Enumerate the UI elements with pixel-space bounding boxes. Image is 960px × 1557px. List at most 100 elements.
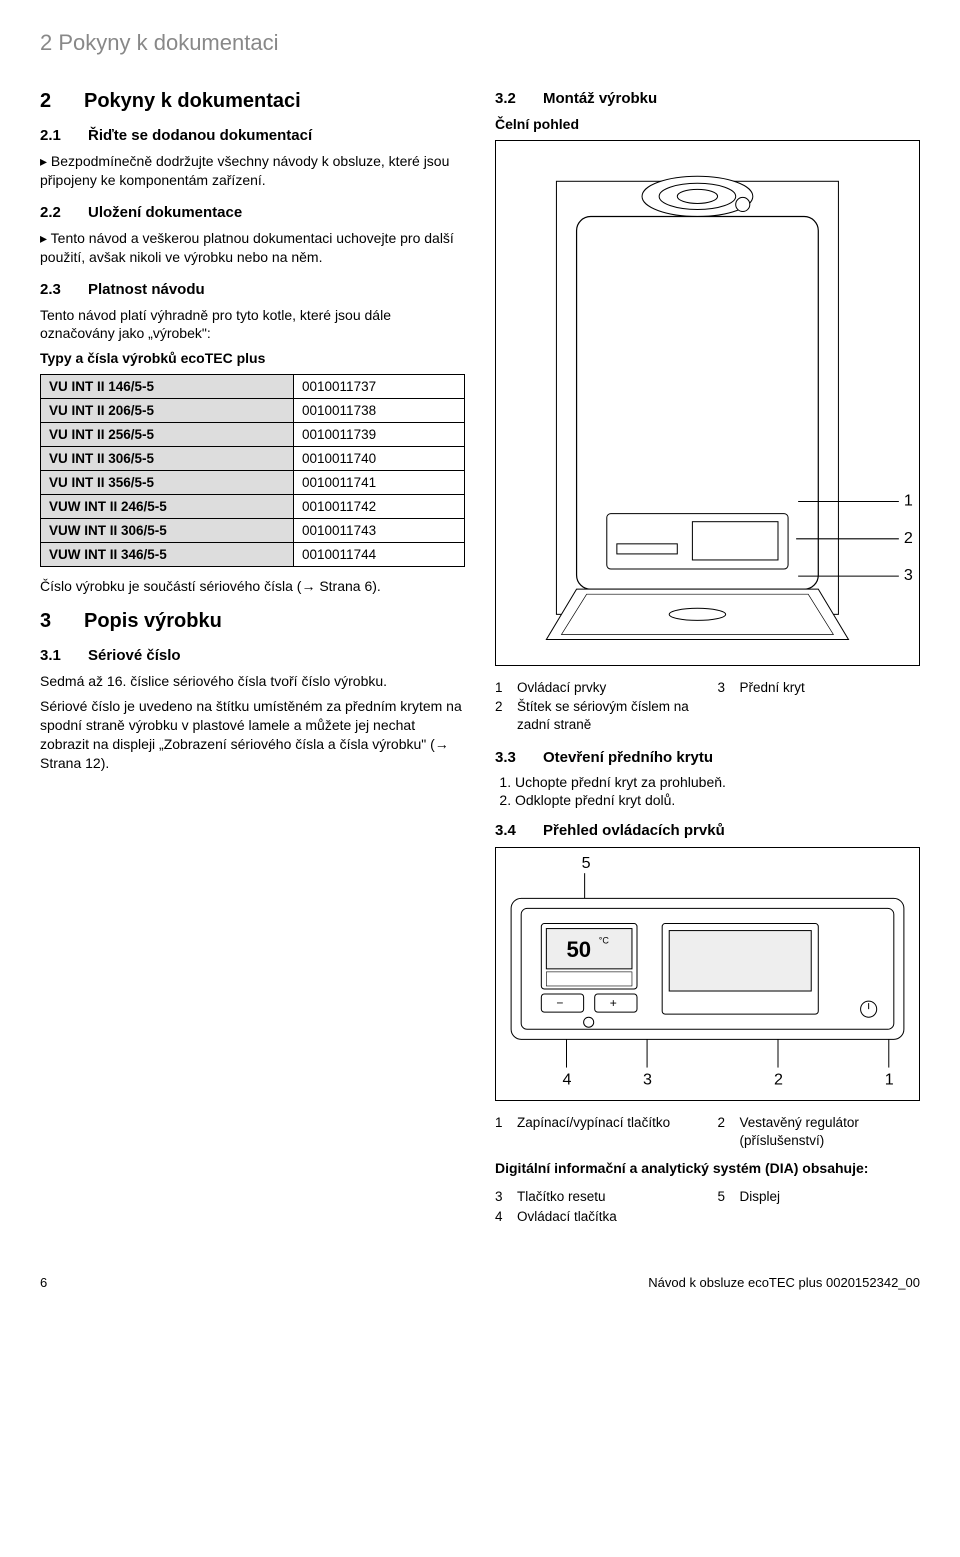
- subsection-title: Uložení dokumentace: [88, 204, 242, 221]
- dia-title: Digitální informační a analytický systém…: [495, 1159, 920, 1178]
- legend-text: Ovládací tlačítka: [517, 1208, 617, 1226]
- subsection-3-2: 3.2 Montáž výrobku: [495, 90, 920, 107]
- table-cell: 0010011737: [294, 375, 465, 399]
- figure1-caption: Čelní pohled: [495, 115, 920, 134]
- subsection-title: Řiďte se dodanou dokumentací: [88, 127, 312, 144]
- table-cell: 0010011738: [294, 399, 465, 423]
- callout-1: 1: [904, 491, 913, 509]
- doc-id: Návod k obsluze ecoTEC plus 0020152342_0…: [648, 1275, 920, 1290]
- subsection-num: 2.2: [40, 204, 70, 221]
- callout-3: 3: [904, 566, 913, 584]
- figure1-legend: 1 Ovládací prvky 2Štítek se sériovým čísl…: [495, 677, 920, 736]
- table-cell: 0010011741: [294, 471, 465, 495]
- para-3-1b: Sériové číslo je uvedeno na štítku umíst…: [40, 697, 465, 773]
- dia-legend: 3 Tlačítko resetu 4 Ovládací tlačítka 5 Dis…: [495, 1186, 920, 1227]
- table-cell: 0010011739: [294, 423, 465, 447]
- subsection-num: 2.3: [40, 281, 70, 298]
- table-row: VUW INT II 306/5-50010011743: [41, 519, 465, 543]
- subsection-title: Sériové číslo: [88, 647, 181, 664]
- list-2-1: Bezpodmínečně dodržujte všechny návody k…: [40, 152, 465, 190]
- table-row: VU INT II 206/5-50010011738: [41, 399, 465, 423]
- section-num: 3: [40, 610, 66, 633]
- left-column: 2 Pokyny k dokumentaci 2.1 Řiďte se doda…: [40, 76, 465, 1235]
- table-cell: VU INT II 206/5-5: [41, 399, 294, 423]
- figure-control-panel: 5 50 °C − +: [495, 847, 920, 1101]
- right-column: 3.2 Montáž výrobku Čelní pohled: [495, 76, 920, 1235]
- subsection-2-1: 2.1 Řiďte se dodanou dokumentací: [40, 127, 465, 144]
- table-cell: VU INT II 306/5-5: [41, 447, 294, 471]
- legend-num: 5: [718, 1188, 732, 1206]
- table-cell: 0010011744: [294, 543, 465, 567]
- subsection-title: Montáž výrobku: [543, 90, 657, 107]
- table-cell: VU INT II 256/5-5: [41, 423, 294, 447]
- step-item: Odklopte přední kryt dolů.: [515, 792, 920, 808]
- list-2-2: Tento návod a veškerou platnou dokumenta…: [40, 229, 465, 267]
- subsection-3-4: 3.4 Přehled ovládacích prvků: [495, 822, 920, 839]
- para-3-1a: Sedmá až 16. číslice sériového čísla tvo…: [40, 672, 465, 691]
- table-row: VUW INT II 246/5-50010011742: [41, 495, 465, 519]
- table-row: VU INT II 306/5-50010011740: [41, 447, 465, 471]
- after-table-note: Číslo výrobku je součástí sériového čísl…: [40, 577, 465, 596]
- callout-5: 5: [582, 854, 591, 872]
- figure-boiler-front: 1 2 3: [495, 140, 920, 666]
- table-cell: 0010011740: [294, 447, 465, 471]
- page-footer: 6 Návod k obsluze ecoTEC plus 0020152342…: [40, 1275, 920, 1290]
- display-unit: °C: [599, 936, 610, 946]
- section-3: 3 Popis výrobku: [40, 610, 465, 633]
- legend-num: 2: [495, 698, 509, 733]
- subsection-title: Přehled ovládacích prvků: [543, 822, 725, 839]
- table-cell: VUW INT II 306/5-5: [41, 519, 294, 543]
- subsection-title: Otevření předního krytu: [543, 749, 713, 766]
- legend-num: 1: [495, 679, 509, 697]
- table-title: Typy a čísla výrobků ecoTEC plus: [40, 349, 465, 368]
- page-number: 6: [40, 1275, 47, 1290]
- page-header: 2 Pokyny k dokumentaci: [40, 30, 920, 56]
- legend-text: Štítek se sériovým číslem na zadní stran…: [517, 698, 698, 733]
- steps-3-3: Uchopte přední kryt za prohlubeň. Odklop…: [495, 774, 920, 808]
- para-2-3: Tento návod platí výhradně pro tyto kotl…: [40, 306, 465, 344]
- subsection-num: 2.1: [40, 127, 70, 144]
- table-cell: 0010011742: [294, 495, 465, 519]
- legend-text: Tlačítko resetu: [517, 1188, 606, 1206]
- table-row: VUW INT II 346/5-50010011744: [41, 543, 465, 567]
- legend-text: Vestavěný regulátor (příslušenství): [740, 1114, 921, 1149]
- legend-text: Zapínací/vypínací tlačítko: [517, 1114, 670, 1132]
- list-item: Bezpodmínečně dodržujte všechny návody k…: [40, 152, 465, 190]
- subsection-num: 3.1: [40, 647, 70, 664]
- legend-num: 3: [495, 1188, 509, 1206]
- section-title: Popis výrobku: [84, 610, 222, 633]
- subsection-num: 3.4: [495, 822, 525, 839]
- callout-4: 4: [562, 1071, 571, 1089]
- figure2-legend: 1 Zapínací/vypínací tlačítko 2Vestavěný r…: [495, 1112, 920, 1151]
- legend-text: Ovládací prvky: [517, 679, 606, 697]
- list-item: Tento návod a veškerou platnou dokumenta…: [40, 229, 465, 267]
- subsection-2-3: 2.3 Platnost návodu: [40, 281, 465, 298]
- product-table: VU INT II 146/5-50010011737VU INT II 206…: [40, 374, 465, 567]
- section-title: Pokyny k dokumentaci: [84, 90, 301, 113]
- subsection-3-1: 3.1 Sériové číslo: [40, 647, 465, 664]
- callout-2: 2: [904, 529, 913, 547]
- table-cell: VUW INT II 346/5-5: [41, 543, 294, 567]
- table-cell: VU INT II 356/5-5: [41, 471, 294, 495]
- section-num: 2: [40, 90, 66, 113]
- legend-num: 2: [718, 1114, 732, 1149]
- subsection-num: 3.2: [495, 90, 525, 107]
- section-2: 2 Pokyny k dokumentaci: [40, 90, 465, 113]
- step-item: Uchopte přední kryt za prohlubeň.: [515, 774, 920, 790]
- table-cell: VUW INT II 246/5-5: [41, 495, 294, 519]
- legend-text: Displej: [740, 1188, 781, 1206]
- legend-num: 3: [718, 679, 732, 697]
- svg-text:−: −: [556, 996, 563, 1010]
- subsection-num: 3.3: [495, 749, 525, 766]
- table-row: VU INT II 356/5-50010011741: [41, 471, 465, 495]
- subsection-3-3: 3.3 Otevření předního krytu: [495, 749, 920, 766]
- callout-2: 2: [774, 1071, 783, 1089]
- legend-num: 4: [495, 1208, 509, 1226]
- callout-3: 3: [643, 1071, 652, 1089]
- table-row: VU INT II 146/5-50010011737: [41, 375, 465, 399]
- subsection-2-2: 2.2 Uložení dokumentace: [40, 204, 465, 221]
- display-value: 50: [567, 937, 592, 962]
- legend-num: 1: [495, 1114, 509, 1132]
- table-cell: 0010011743: [294, 519, 465, 543]
- svg-text:+: +: [610, 996, 617, 1010]
